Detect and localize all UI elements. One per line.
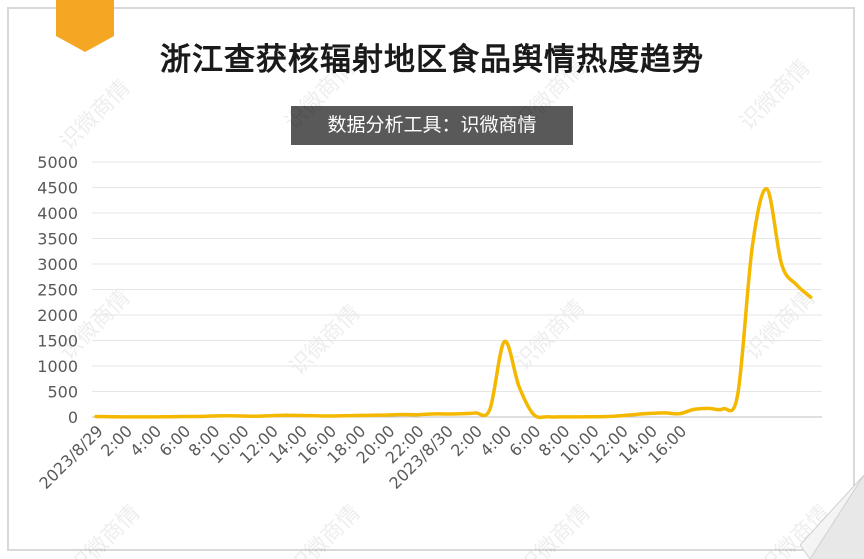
- watermark-text: 识微商情: [735, 55, 815, 135]
- y-tick-label: 4500: [37, 179, 78, 198]
- decorative-tab: [56, 0, 114, 52]
- x-tick-label: 6:00: [506, 421, 545, 460]
- watermark-text: 识微商情: [280, 55, 360, 135]
- y-axis-ticks: 0 500 1000 1500 2000 2500 3000 3500 4000 4500 5000: [37, 153, 78, 427]
- chart-frame: [7, 7, 855, 551]
- watermark-text: 识微商情: [510, 55, 590, 135]
- y-tick-label: 1000: [37, 357, 78, 376]
- chart-title: 浙江查获核辐射地区食品舆情热度趋势: [160, 42, 704, 78]
- y-tick-label: 1500: [37, 332, 78, 351]
- y-tick-label: 5000: [37, 153, 78, 172]
- x-axis-ticks: 2023/8/292:004:006:008:0010:0012:0014:00…: [35, 421, 690, 492]
- watermark-text: 识微商情: [65, 500, 145, 559]
- chart-subtitle: 数据分析工具：识微商情: [291, 106, 573, 145]
- y-tick-label: 3000: [37, 255, 78, 274]
- y-tick-label: 500: [47, 383, 78, 402]
- x-tick-label: 4:00: [476, 421, 515, 460]
- watermark-text: 识微商情: [55, 75, 135, 155]
- y-tick-label: 2500: [37, 281, 78, 300]
- grid-lines: [92, 161, 822, 418]
- x-tick-label: 6:00: [155, 421, 194, 460]
- x-tick-label: 2023/8/29: [35, 421, 106, 492]
- x-tick-label: 2:00: [447, 421, 486, 460]
- y-tick-label: 2000: [37, 306, 78, 325]
- watermark-text: 识微商情: [510, 295, 590, 375]
- y-tick-label: 3500: [37, 230, 78, 249]
- x-tick-label: 2:00: [97, 421, 136, 460]
- watermark-text: 识微商情: [515, 500, 595, 559]
- watermark-text: 识微商情: [285, 500, 365, 559]
- y-tick-label: 4000: [37, 204, 78, 223]
- x-tick-label: 4:00: [126, 421, 165, 460]
- y-tick-label: 0: [68, 408, 78, 427]
- page-curl: [800, 475, 864, 559]
- series-line: [94, 187, 813, 420]
